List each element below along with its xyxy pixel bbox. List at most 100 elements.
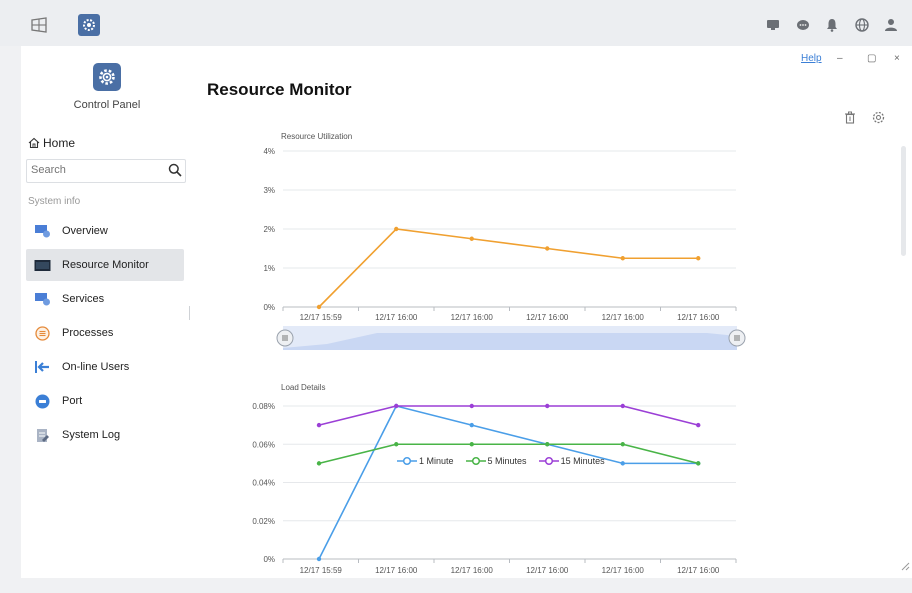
chart2-data-point <box>394 442 399 447</box>
chart2-y-tick-label: 0% <box>263 555 275 564</box>
chart2-data-point <box>316 422 322 428</box>
sidebar-item-label: Processes <box>62 327 114 339</box>
sidebar-item-port[interactable]: Port <box>26 385 184 417</box>
legend-item-5-minutes[interactable]: 5 Minutes <box>465 456 527 466</box>
legend-label: 1 Minute <box>419 456 454 466</box>
chart1-y-tick-label: 1% <box>263 264 275 273</box>
chart2-series-line-0 <box>318 405 699 560</box>
section-label: System info <box>28 196 81 207</box>
settings-icon[interactable] <box>872 111 885 129</box>
chart2-y-tick-label: 0.08% <box>252 402 275 411</box>
sidebar-item-label: Resource Monitor <box>62 259 149 271</box>
chart2-legend: 1 Minute 5 Minutes 15 Minutes <box>397 456 605 466</box>
chart2-x-tick-label: 12/17 15:59 <box>300 566 343 575</box>
bell-icon[interactable] <box>823 17 841 33</box>
legend-swatch-green <box>465 456 486 466</box>
search-box <box>26 159 186 183</box>
legend-label: 5 Minutes <box>487 456 527 466</box>
chart1-x-tick-label: 12/17 16:00 <box>677 313 720 322</box>
restore-button[interactable]: ▢ <box>867 53 877 64</box>
chart2-series-line-2 <box>318 405 699 426</box>
search-icon[interactable] <box>168 163 182 182</box>
page-title: Resource Monitor <box>207 80 352 99</box>
processes-icon <box>34 325 51 341</box>
chart2-data-point <box>620 403 625 409</box>
overview-icon <box>34 224 51 239</box>
chart2-data-point <box>469 403 474 409</box>
chart2-data-point <box>394 403 399 409</box>
vertical-scrollbar[interactable] <box>901 146 906 256</box>
chart2-data-point <box>316 461 322 466</box>
chart1-x-tick-label: 12/17 16:00 <box>602 313 645 322</box>
close-button[interactable]: × <box>894 53 900 64</box>
chart2-y-tick-label: 0.02% <box>252 517 275 526</box>
chart2-data-point <box>545 403 550 409</box>
minimize-button[interactable]: – <box>837 53 843 64</box>
sidebar-item-overview[interactable]: Overview <box>26 215 184 247</box>
chart2-data-point <box>620 442 625 447</box>
legend-item-1-minute[interactable]: 1 Minute <box>397 456 454 466</box>
control-panel-app-icon[interactable] <box>78 14 100 36</box>
sidebar-item-label: Port <box>62 395 83 407</box>
sidebar-item-processes[interactable]: Processes <box>26 317 184 349</box>
chat-icon[interactable] <box>794 17 812 33</box>
chart1-x-tick-label: 12/17 16:00 <box>451 313 494 322</box>
user-icon[interactable] <box>882 17 900 33</box>
search-input[interactable] <box>31 164 161 176</box>
chart1-y-tick-label: 2% <box>263 225 275 234</box>
chart2-y-tick-label: 0.06% <box>252 440 275 449</box>
legend-swatch-purple <box>538 456 559 466</box>
resize-handle[interactable] <box>900 558 910 576</box>
chart1-y-tick-label: 3% <box>263 186 275 195</box>
monitor-icon <box>34 258 51 273</box>
show-desktop-icon[interactable] <box>28 14 50 36</box>
control-panel-gear-icon <box>93 63 121 91</box>
chart1-x-tick-label: 12/17 15:59 <box>300 313 343 322</box>
app-label: Control Panel <box>73 99 141 111</box>
help-link[interactable]: Help <box>801 53 822 64</box>
chart2-series-line-1 <box>318 443 699 465</box>
chart2-y-tick-label: 0.04% <box>252 479 275 488</box>
charts-canvas: 0% 1% 2% 3% 4% 12/17 15:59 12/17 16:00 12/17 16… <box>252 147 746 575</box>
sidebar: Control Panel Home System info Overview … <box>21 46 193 578</box>
chart1-series-line-0 <box>318 228 699 308</box>
legend-item-15-minutes[interactable]: 15 Minutes <box>538 456 605 466</box>
chart2-x-tick-label: 12/17 16:00 <box>602 566 645 575</box>
sidebar-splitter[interactable] <box>189 306 190 320</box>
trash-icon[interactable] <box>844 111 856 129</box>
sidebar-item-services[interactable]: Services <box>26 283 184 315</box>
chart1-y-tick-label: 0% <box>263 303 275 312</box>
chart1-data-point <box>394 226 399 232</box>
home-label: Home <box>43 136 76 150</box>
sidebar-item-label: Overview <box>62 225 108 237</box>
chart2-data-point <box>620 461 625 466</box>
sidebar-item-online-users[interactable]: On-line Users <box>26 351 184 383</box>
sidebar-item-label: System Log <box>62 429 121 441</box>
zoom-slider-preview <box>283 333 737 350</box>
chart1-data-point <box>620 256 625 261</box>
video-icon[interactable] <box>764 17 782 33</box>
online-users-icon <box>34 360 51 375</box>
globe-icon[interactable] <box>853 17 871 33</box>
zoom-handle-right[interactable] <box>728 329 746 347</box>
chart1-data-point <box>545 246 550 251</box>
home-link[interactable]: Home <box>28 136 75 150</box>
chart1-y-tick-label: 4% <box>263 147 275 156</box>
port-icon <box>34 394 51 409</box>
chart1-x-tick-label: 12/17 16:00 <box>375 313 418 322</box>
home-icon <box>28 137 40 149</box>
taskbar <box>0 0 912 46</box>
zoom-handle-left[interactable] <box>276 329 294 347</box>
sidebar-item-resource-monitor[interactable]: Resource Monitor <box>26 249 184 281</box>
services-icon <box>34 292 51 307</box>
chart2-data-point <box>545 442 550 447</box>
chart2-title: Load Details <box>281 383 326 392</box>
chart1-x-tick-label: 12/17 16:00 <box>526 313 569 322</box>
sidebar-item-system-log[interactable]: System Log <box>26 419 184 451</box>
chart2-data-point <box>316 556 322 562</box>
legend-swatch-blue <box>397 456 417 466</box>
chart2-data-point <box>469 442 474 447</box>
sidebar-item-label: Services <box>62 293 105 305</box>
chart2-x-tick-label: 12/17 16:00 <box>526 566 569 575</box>
sidebar-item-label: On-line Users <box>62 361 130 373</box>
